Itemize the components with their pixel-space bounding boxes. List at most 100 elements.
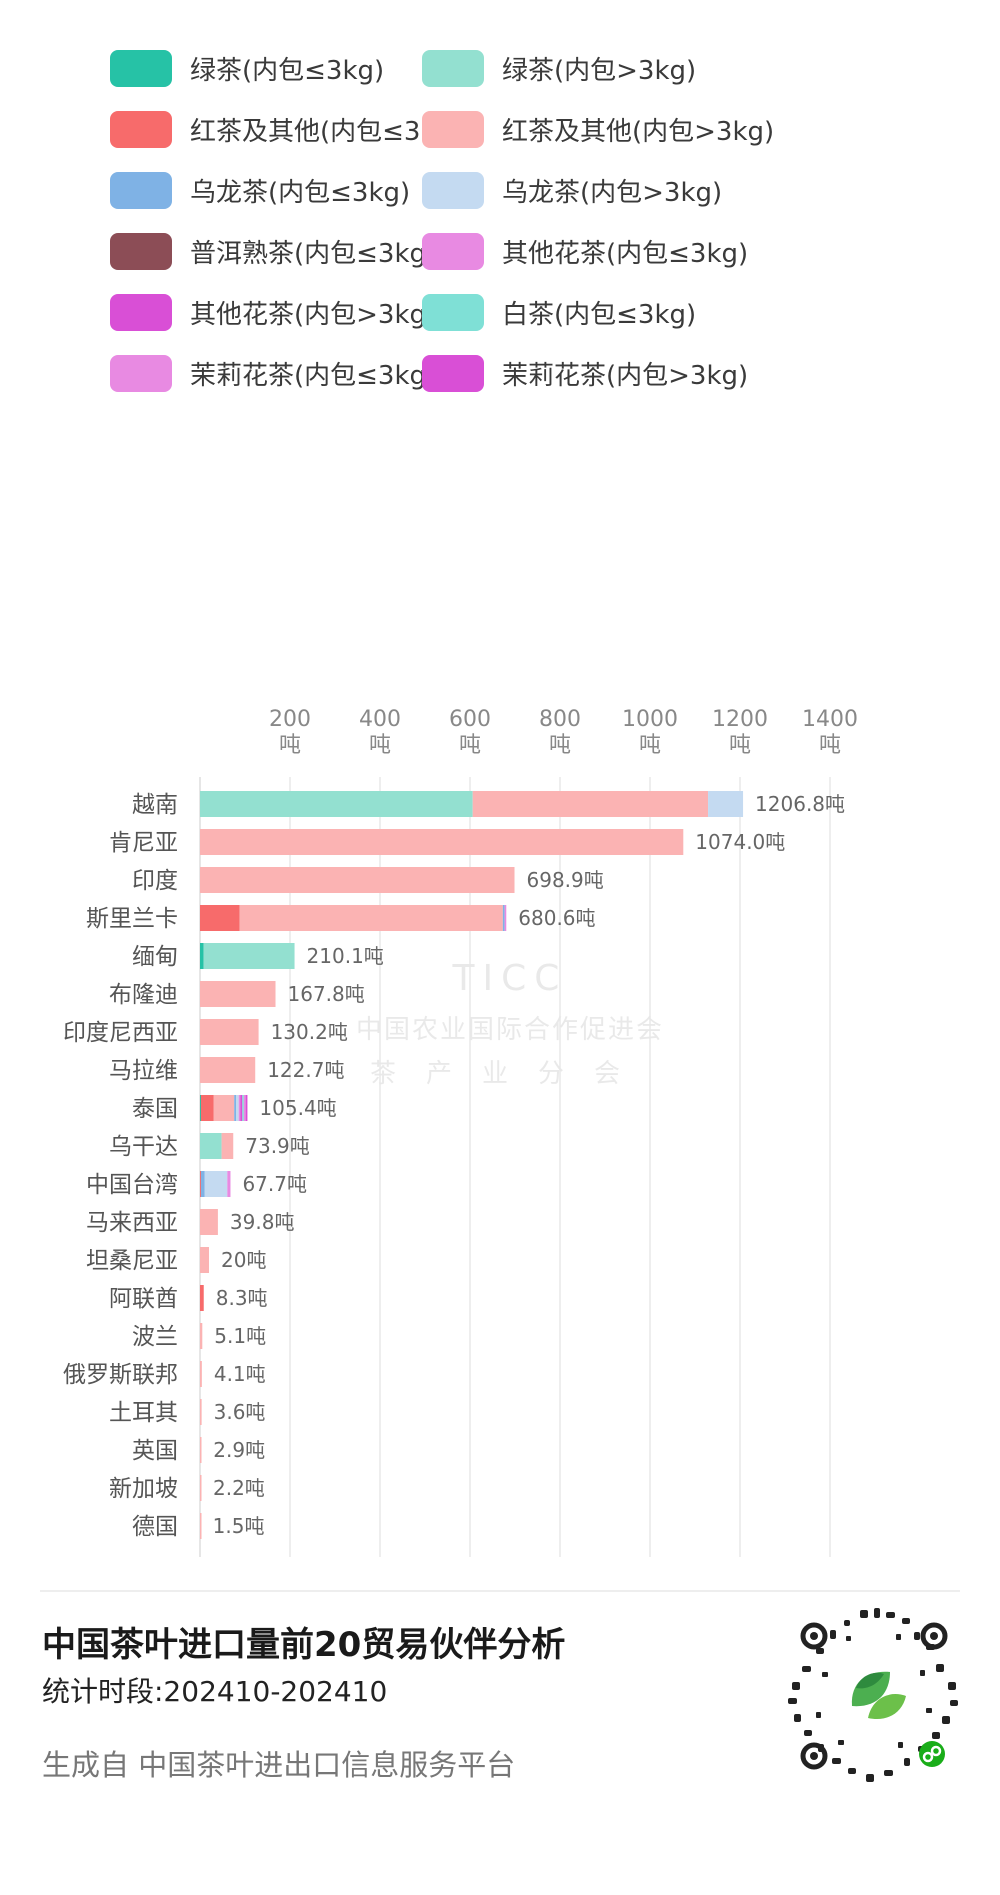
legend-item[interactable]: 乌龙茶(内包>3kg) [422,172,842,209]
bar-segment [200,1095,202,1121]
legend-item[interactable]: 普洱熟茶(内包≤3kg) [110,233,436,270]
category-label: 德国 [132,1514,178,1540]
legend-swatch [422,111,484,148]
bar-segment [200,1171,205,1197]
x-tick-label: 吨 [369,733,391,758]
legend-label: 其他花茶(内包>3kg) [190,300,437,330]
value-label: 73.9吨 [245,1134,310,1158]
legend-label: 绿茶(内包>3kg) [502,56,697,86]
category-label: 马来西亚 [86,1210,178,1236]
watermark-text: 中国农业国际合作促进会 [356,1015,664,1045]
legend-swatch [110,50,172,87]
category-label: 阿联酋 [109,1286,178,1312]
mini-program-qr-code-icon [788,1608,958,1782]
legend-label: 茉莉花茶(内包≤3kg) [190,361,437,391]
category-label: 马拉维 [109,1058,178,1084]
category-label: 印度尼西亚 [63,1020,178,1046]
category-label: 土耳其 [109,1400,178,1426]
value-label: 1.5吨 [213,1514,265,1538]
category-label: 新加坡 [109,1476,178,1502]
category-label: 泰国 [132,1096,178,1122]
legend-item[interactable]: 茉莉花茶(内包>3kg) [422,355,842,392]
value-label: 698.9吨 [527,868,604,892]
value-label: 167.8吨 [288,982,365,1006]
x-tick-label: 1200 [712,707,768,732]
bar-segment [234,1095,236,1121]
bar-segment [200,1133,222,1159]
legend-label: 普洱熟茶(内包≤3kg) [190,239,437,269]
x-tick-label: 吨 [819,733,841,758]
bar-segment [472,791,709,817]
x-tick-label: 吨 [279,733,301,758]
x-tick-label: 600 [449,707,491,732]
bar-segment [240,1095,243,1121]
value-label: 67.7吨 [242,1172,307,1196]
bar-segment [200,867,515,893]
legend-label: 其他花茶(内包≤3kg) [502,239,749,269]
x-tick-label: 吨 [549,733,571,758]
legend-swatch [110,233,172,270]
x-tick-label: 吨 [459,733,481,758]
footer-divider [40,1590,960,1592]
watermark-text: TICC [452,958,568,999]
bar-segment [200,905,240,931]
bar-segment [200,943,204,969]
bar-segment [203,943,295,969]
legend-item[interactable]: 其他花茶(内包>3kg) [110,294,436,331]
data-source: 生成自 中国茶叶进出口信息服务平台 [42,1748,516,1782]
category-label: 英国 [132,1438,178,1464]
value-label: 130.2吨 [271,1020,348,1044]
legend-swatch [422,50,484,87]
legend-item[interactable]: 红茶及其他(内包>3kg) [422,111,842,148]
category-label: 俄罗斯联邦 [63,1362,178,1388]
category-label: 印度 [132,868,178,894]
bar-segment [213,1095,235,1121]
value-label: 680.6吨 [518,906,595,930]
bar-chart: TICC中国农业国际合作促进会茶产业分会200吨400吨600吨800吨1000… [63,707,858,1557]
legend-item[interactable]: 其他花茶(内包≤3kg) [422,233,842,270]
chart-legend: 绿茶(内包≤3kg) 绿茶(内包>3kg) 红茶及其他(内包≤3kg) 红茶及其他(内… [110,50,990,392]
value-label: 20吨 [221,1248,266,1272]
x-tick-label: 400 [359,707,401,732]
legend-label: 绿茶(内包≤3kg) [190,56,385,86]
legend-swatch [110,111,172,148]
value-label: 1074.0吨 [695,830,785,854]
bar-segment [200,1399,202,1425]
x-tick-label: 吨 [729,733,751,758]
x-tick-label: 1400 [802,707,858,732]
bar-segment [200,981,276,1007]
bar-segment [200,1247,209,1273]
legend-swatch [110,172,172,209]
legend-item[interactable]: 绿茶(内包>3kg) [422,50,842,87]
value-label: 1206.8吨 [755,792,845,816]
legend-label: 乌龙茶(内包>3kg) [502,178,723,208]
legend-swatch [422,172,484,209]
bar-segment [227,1171,231,1197]
bar-segment [236,1095,239,1121]
bar-segment [502,905,505,931]
value-label: 8.3吨 [216,1286,268,1310]
bar-segment [200,829,684,855]
legend-item[interactable]: 红茶及其他(内包≤3kg) [110,111,462,148]
bar-segment [200,791,473,817]
legend-swatch [110,355,172,392]
category-label: 波兰 [132,1324,178,1350]
legend-item[interactable]: 绿茶(内包≤3kg) [110,50,422,87]
bar-segment [200,1361,202,1387]
bar-segment [708,791,744,817]
bar-segment [238,1095,241,1121]
legend-swatch [422,233,484,270]
bar-segment [204,1171,228,1197]
value-label: 5.1吨 [214,1324,266,1348]
legend-item[interactable]: 乌龙茶(内包≤3kg) [110,172,422,209]
value-label: 122.7吨 [267,1058,344,1082]
bar-segment [200,1475,202,1501]
x-tick-label: 800 [539,707,581,732]
legend-item[interactable]: 白茶(内包≤3kg) [422,294,842,331]
bar-segment [200,1513,202,1539]
legend-item[interactable]: 茉莉花茶(内包≤3kg) [110,355,436,392]
value-label: 2.9吨 [213,1438,265,1462]
value-label: 105.4吨 [259,1096,336,1120]
bar-segment [200,1171,202,1197]
